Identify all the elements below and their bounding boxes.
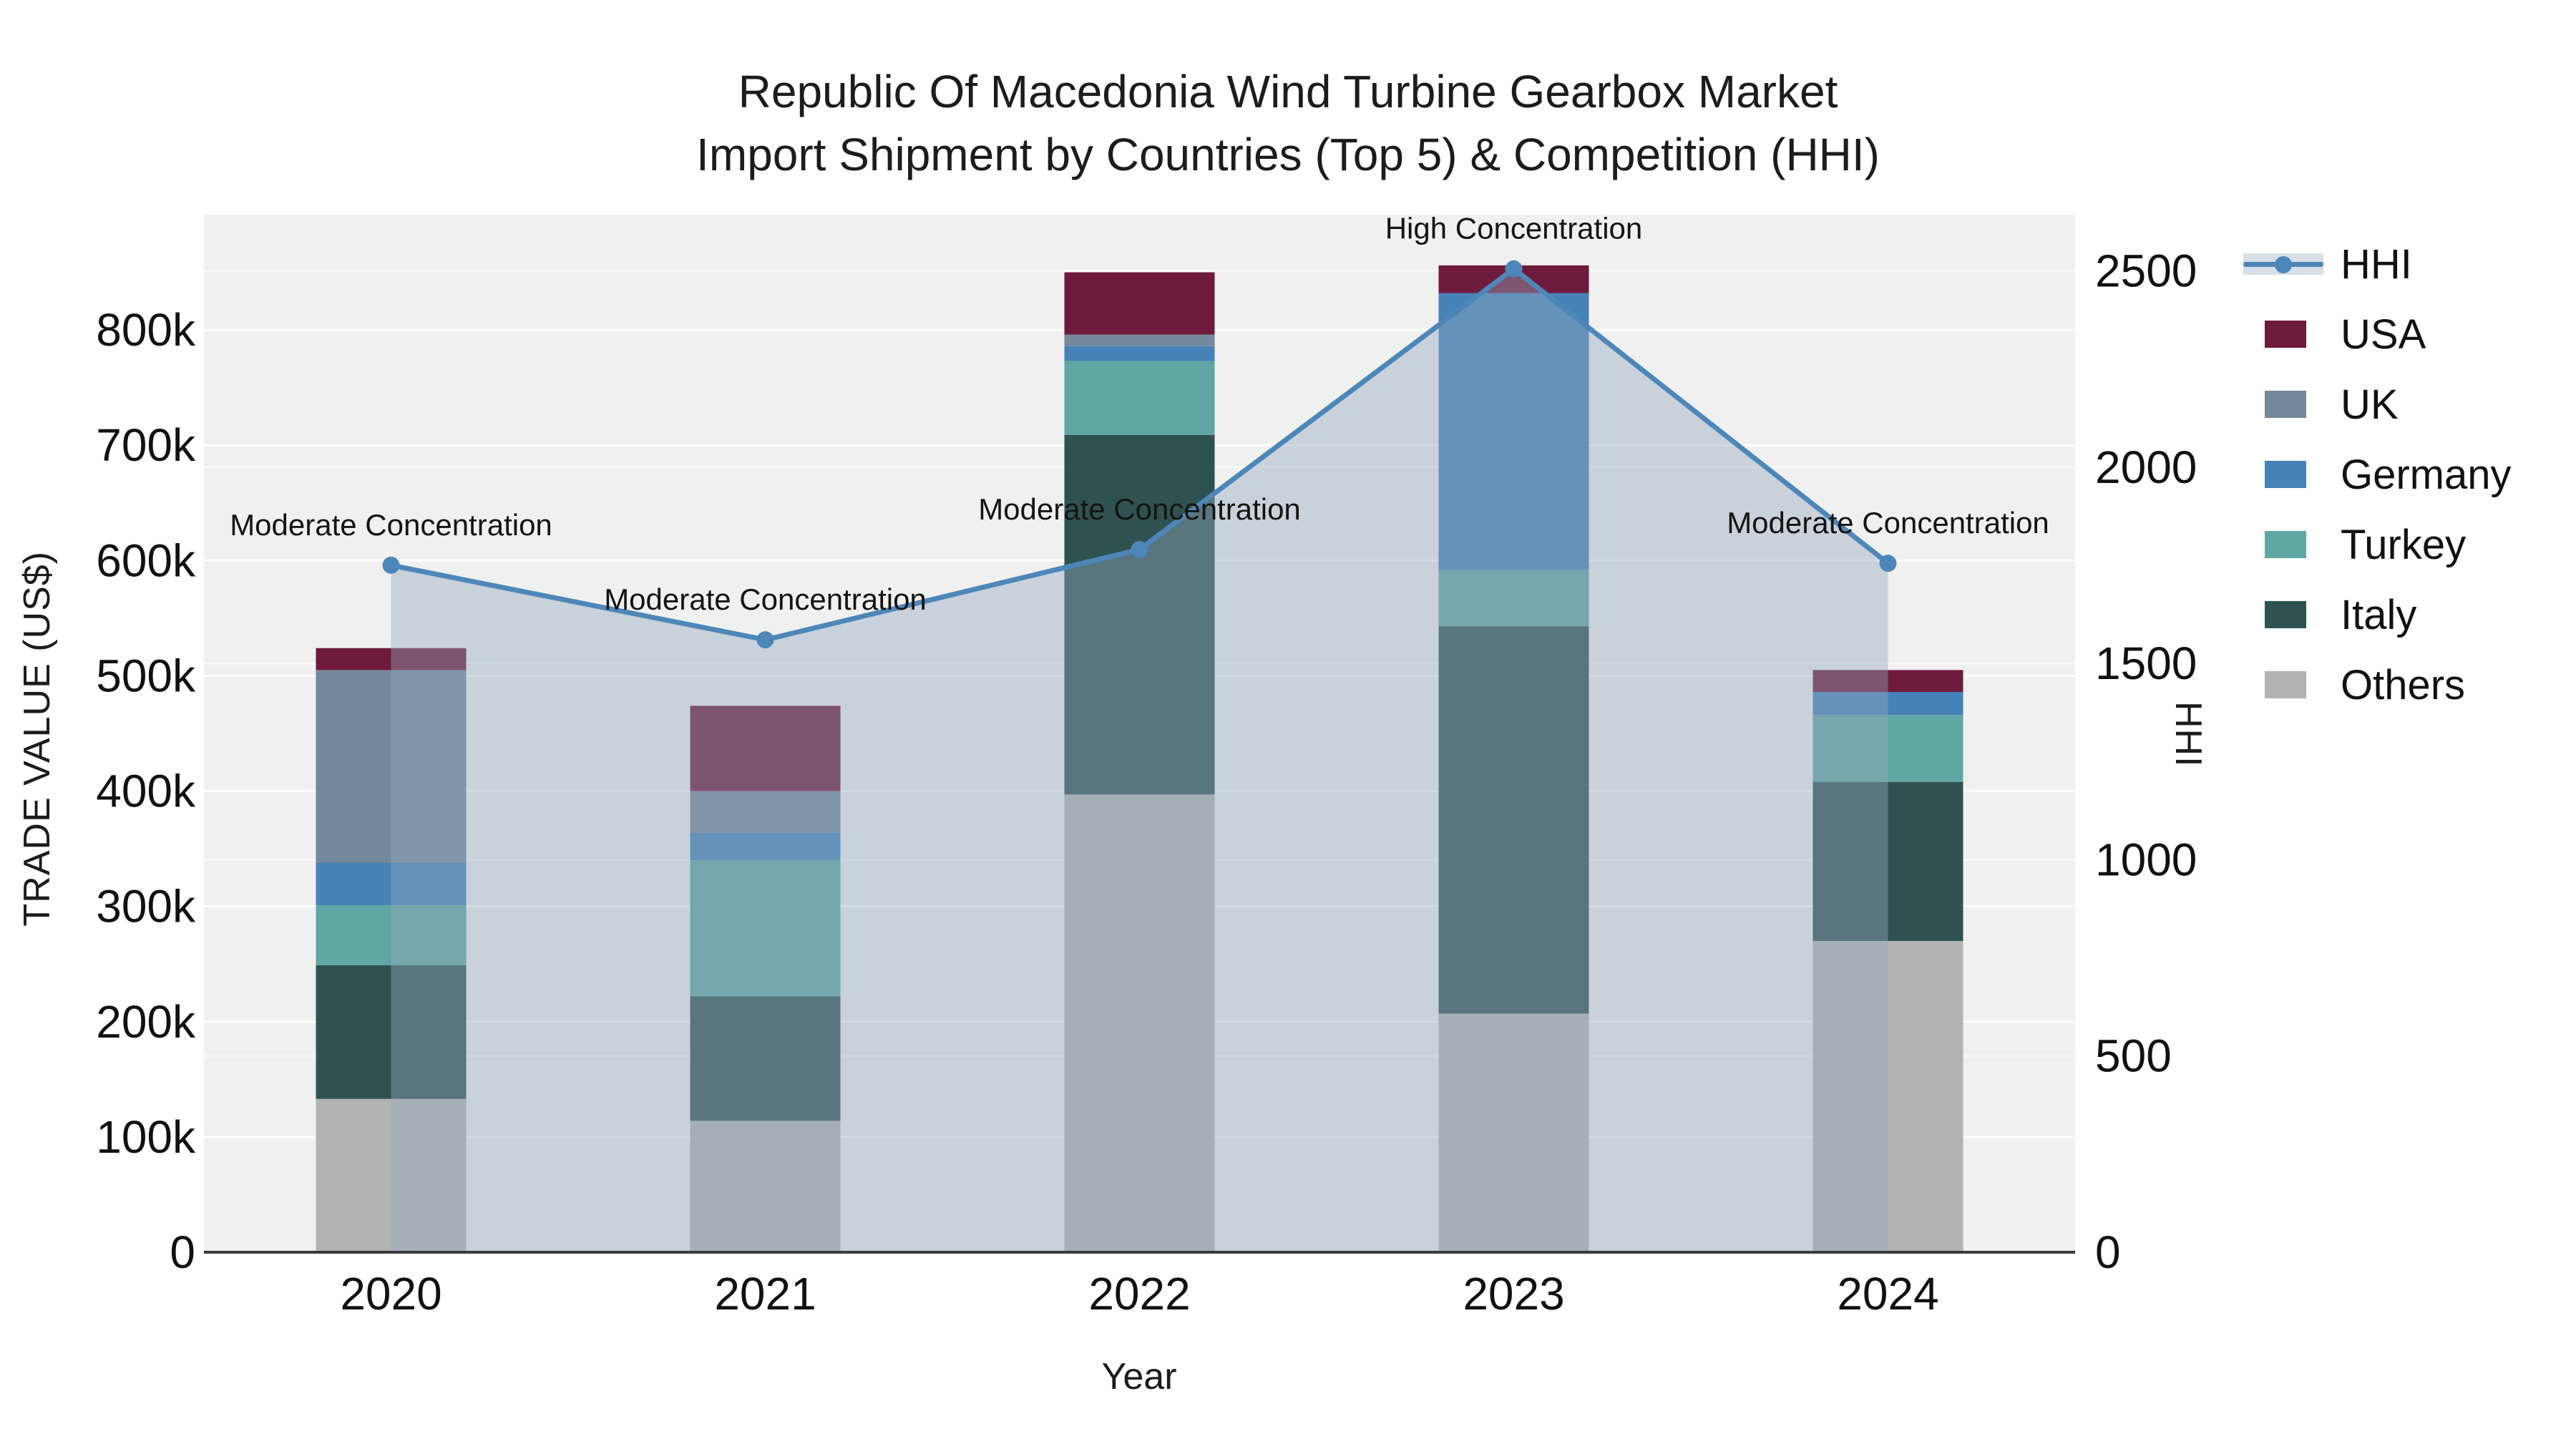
y-right-axis-title: HHI — [2167, 701, 2209, 768]
usa-legend-swatch-icon — [2243, 321, 2336, 348]
legend-item-uk[interactable]: UK — [2243, 369, 2512, 439]
hhi-area — [391, 268, 1888, 1252]
legend-item-germany[interactable]: Germany — [2243, 439, 2512, 509]
x-tick-2020[interactable]: 2020 — [340, 1268, 441, 1319]
annotation-2022: Moderate Concentration — [978, 492, 1301, 526]
annotation-2020: Moderate Concentration — [230, 508, 552, 542]
hhi-marker-2024[interactable] — [1879, 555, 1897, 572]
y-left-tick-200k: 200k — [96, 996, 196, 1048]
bar-segment-uk-2021[interactable] — [690, 791, 841, 833]
x-tick-2024[interactable]: 2024 — [1837, 1268, 1938, 1319]
y-left-tick-700k: 700k — [96, 419, 196, 471]
bar-segment-germany-2023[interactable] — [1438, 293, 1589, 570]
bar-segment-italy-2021[interactable] — [690, 996, 841, 1121]
y-right-tick-1000: 1000 — [2095, 834, 2197, 885]
bar-segment-usa-2022[interactable] — [1064, 272, 1215, 335]
legend-item-italy[interactable]: Italy — [2243, 580, 2512, 650]
legend: HHI USA UK Germany Turkey Italy Others — [2243, 229, 2512, 720]
legend-label-usa: USA — [2341, 311, 2426, 358]
chart-title-line2: Import Shipment by Countries (Top 5) & C… — [696, 129, 1880, 180]
legend-item-usa[interactable]: USA — [2243, 299, 2512, 369]
bar-segment-others-2022[interactable] — [1064, 794, 1215, 1252]
y-left-tick-300k: 300k — [96, 881, 196, 932]
annotation-2021: Moderate Concentration — [604, 582, 927, 616]
bar-segment-others-2024[interactable] — [1813, 941, 1963, 1252]
hhi-legend-swatch-icon — [2243, 249, 2336, 279]
legend-item-turkey[interactable]: Turkey — [2243, 509, 2512, 580]
bar-segment-uk-2020[interactable] — [316, 670, 467, 863]
legend-label-germany: Germany — [2341, 451, 2512, 498]
legend-item-others[interactable]: Others — [2243, 650, 2512, 720]
y-left-tick-600k: 600k — [96, 535, 196, 586]
turkey-legend-swatch-icon — [2243, 531, 2336, 558]
legend-label-hhi: HHI — [2341, 240, 2412, 288]
others-legend-swatch-icon — [2243, 671, 2336, 698]
chart-title-line1: Republic Of Macedonia Wind Turbine Gearb… — [738, 66, 1838, 117]
annotation-2024: Moderate Concentration — [1727, 506, 2049, 540]
germany-legend-swatch-icon — [2243, 461, 2336, 488]
uk-legend-swatch-icon — [2243, 391, 2336, 418]
y-left-tick-400k: 400k — [96, 766, 196, 817]
bar-segment-italy-2020[interactable] — [316, 965, 467, 1099]
bar-segment-turkey-2021[interactable] — [690, 860, 841, 997]
bar-segment-others-2021[interactable] — [690, 1121, 841, 1252]
bar-segment-italy-2022[interactable] — [1064, 434, 1215, 795]
hhi-marker-2021[interactable] — [756, 631, 774, 649]
x-tick-2021[interactable]: 2021 — [714, 1268, 816, 1319]
y-right-tick-2000: 2000 — [2095, 441, 2197, 493]
legend-item-hhi[interactable]: HHI — [2243, 229, 2512, 299]
bar-segment-uk-2022[interactable] — [1064, 334, 1215, 346]
x-tick-2022[interactable]: 2022 — [1088, 1268, 1190, 1319]
legend-label-uk: UK — [2341, 381, 2399, 428]
hhi-marker-2023[interactable] — [1505, 260, 1523, 278]
italy-legend-swatch-icon — [2243, 601, 2336, 628]
annotation-2023: High Concentration — [1385, 212, 1643, 245]
bar-segment-italy-2023[interactable] — [1438, 626, 1589, 1014]
bar-segment-germany-2022[interactable] — [1064, 346, 1215, 361]
y-left-tick-800k: 800k — [96, 304, 196, 356]
chart-title: Republic Of Macedonia Wind Turbine Gearb… — [0, 60, 2576, 186]
x-axis-title: Year — [1101, 1356, 1177, 1397]
y-left-tick-0: 0 — [170, 1226, 195, 1278]
bar-segment-turkey-2022[interactable] — [1064, 361, 1215, 435]
bar-segment-germany-2021[interactable] — [690, 832, 841, 861]
bar-segment-usa-2021[interactable] — [690, 706, 841, 791]
hhi-marker-2020[interactable] — [382, 556, 400, 574]
hhi-marker-2022[interactable] — [1131, 540, 1148, 558]
y-right-tick-500: 500 — [2095, 1030, 2172, 1082]
y-left-tick-100k: 100k — [96, 1111, 196, 1163]
bar-segment-turkey-2023[interactable] — [1438, 570, 1589, 627]
bar-segment-turkey-2024[interactable] — [1813, 715, 1963, 782]
bar-segment-others-2023[interactable] — [1438, 1013, 1589, 1253]
legend-label-italy: Italy — [2341, 591, 2417, 638]
bar-segment-usa-2024[interactable] — [1813, 670, 1963, 692]
bar-segment-germany-2020[interactable] — [316, 862, 467, 906]
bar-segment-turkey-2020[interactable] — [316, 905, 467, 965]
x-tick-2023[interactable]: 2023 — [1463, 1268, 1564, 1319]
legend-label-turkey: Turkey — [2341, 521, 2467, 568]
y-right-tick-2500: 2500 — [2095, 245, 2197, 296]
bar-segment-germany-2024[interactable] — [1813, 692, 1963, 716]
y-left-tick-500k: 500k — [96, 650, 196, 701]
y-right-tick-1500: 1500 — [2095, 638, 2197, 689]
y-right-tick-0: 0 — [2095, 1226, 2121, 1278]
legend-label-others: Others — [2341, 661, 2466, 708]
y-left-axis-title: TRADE VALUE (US$) — [16, 551, 58, 927]
bar-segment-usa-2020[interactable] — [316, 648, 467, 670]
bar-segment-italy-2024[interactable] — [1813, 781, 1963, 941]
bar-segment-others-2020[interactable] — [316, 1098, 467, 1252]
